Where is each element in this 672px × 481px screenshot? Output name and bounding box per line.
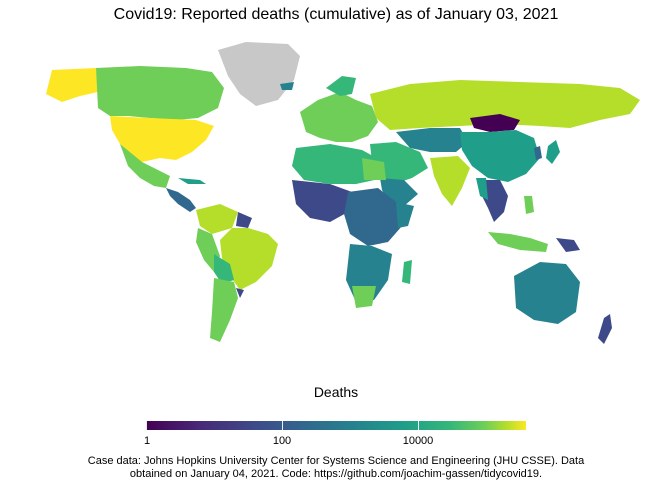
region-canada <box>96 66 224 120</box>
caption-line-1: Case data: Johns Hopkins University Cent… <box>87 455 585 467</box>
region-egypt <box>362 158 386 180</box>
region-korea <box>534 146 542 160</box>
legend-colorbar <box>146 421 526 430</box>
legend-tick-label-100: 100 <box>272 435 292 447</box>
region-northern-south-america <box>196 204 238 234</box>
legend-tick-100 <box>282 421 283 430</box>
map-title: Covid19: Reported deaths (cumulative) as… <box>113 6 559 23</box>
region-caribbean <box>178 178 206 184</box>
region-guianas <box>236 212 252 228</box>
world-choropleth-map <box>46 42 640 344</box>
region-russia <box>370 80 640 130</box>
legend-tick-label-1: 1 <box>143 435 151 447</box>
region-europe <box>300 92 378 142</box>
region-southeast-asia <box>482 180 508 222</box>
region-myanmar <box>476 178 488 200</box>
region-greenland <box>218 42 300 106</box>
region-mexico <box>120 144 170 188</box>
legend-tick-label-10000: 10000 <box>402 435 434 447</box>
region-bolivia <box>214 254 234 284</box>
region-new-zealand <box>598 314 612 344</box>
region-australia <box>514 262 580 324</box>
region-brazil <box>220 228 278 290</box>
region-indonesia <box>488 232 548 252</box>
region-philippines <box>524 196 534 214</box>
legend-title: Deaths <box>313 384 359 400</box>
caption: Case data: Johns Hopkins University Cent… <box>0 455 672 481</box>
region-india <box>430 156 470 206</box>
region-madagascar <box>402 260 412 284</box>
region-central-america <box>166 188 196 212</box>
region-west-africa <box>292 180 352 222</box>
region-horn-of-africa <box>396 202 414 228</box>
region-argentina <box>210 278 238 342</box>
region-papua <box>556 238 580 252</box>
region-usa <box>110 116 214 162</box>
region-mongolia <box>470 114 520 132</box>
region-alaska <box>46 68 98 102</box>
region-central-asia <box>396 128 468 152</box>
region-south-africa <box>352 286 376 308</box>
region-central-africa <box>344 188 402 246</box>
region-china <box>460 130 540 182</box>
legend-tick-1 <box>146 421 147 430</box>
legend-tick-10000 <box>418 421 419 430</box>
region-japan <box>546 140 560 164</box>
region-iceland <box>280 82 294 90</box>
region-north-africa <box>292 144 384 184</box>
caption-line-2: obtained on January 04, 2021. Code: http… <box>129 468 543 480</box>
region-scandinavia <box>326 76 356 96</box>
region-uruguay <box>236 288 244 298</box>
